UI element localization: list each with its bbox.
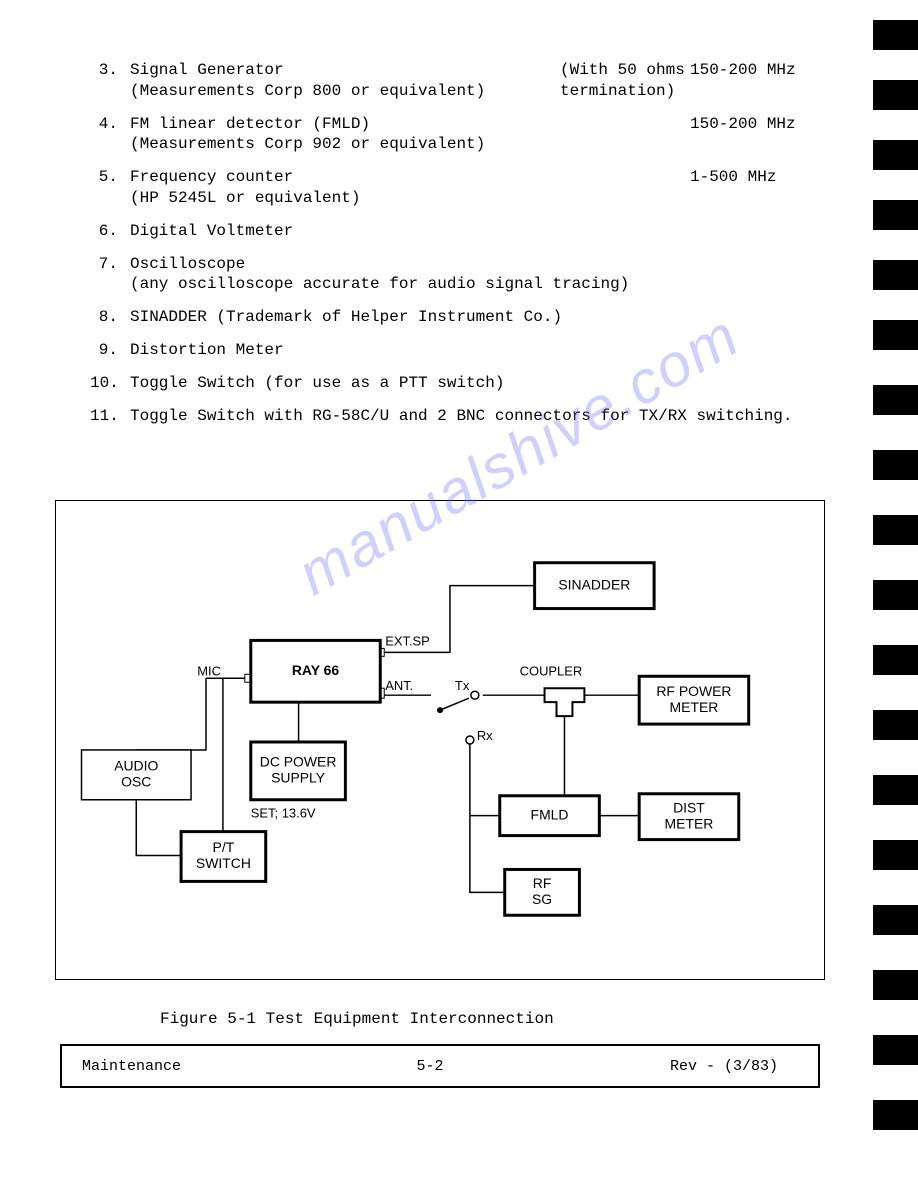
switch-pivot: [437, 707, 443, 713]
list-item: 5.Frequency counter(HP 5245L or equivale…: [90, 167, 810, 209]
list-item: 10.Toggle Switch (for use as a PTT switc…: [90, 373, 810, 394]
coupler-t: [545, 688, 585, 716]
node-label: RF: [533, 875, 552, 891]
binding-mark: [873, 840, 918, 870]
footer-left: Maintenance: [62, 1058, 314, 1075]
node-label: FMLD: [531, 806, 569, 822]
node-label: DIST: [673, 799, 705, 815]
list-text: SINADDER (Trademark of Helper Instrument…: [130, 307, 810, 328]
binding-mark: [873, 1100, 918, 1130]
node-label: DC POWER: [260, 754, 337, 770]
binding-mark: [873, 710, 918, 740]
binding-mark: [873, 20, 918, 50]
diagram-label: Rx: [477, 728, 493, 743]
binding-mark: [873, 80, 918, 110]
binding-edge: [868, 0, 918, 1188]
diagram-label: EXT.SP: [385, 633, 430, 648]
binding-mark: [873, 320, 918, 350]
binding-mark: [873, 385, 918, 415]
diagram-label: SET; 13.6V: [251, 806, 316, 821]
diagram-frame: SINADDERRAY 66AUDIOOSCDC POWERSUPPLYP/TS…: [55, 500, 825, 980]
list-number: 4.: [90, 114, 130, 156]
list-text: FM linear detector (FMLD)(Measurements C…: [130, 114, 560, 156]
binding-mark: [873, 140, 918, 170]
node-label: OSC: [121, 774, 151, 790]
node-label: RAY 66: [292, 662, 340, 678]
list-right: 150-200 MHz: [690, 114, 810, 156]
list-number: 3.: [90, 60, 130, 102]
binding-mark: [873, 580, 918, 610]
list-number: 10.: [90, 373, 130, 394]
list-item: 3.Signal Generator(Measurements Corp 800…: [90, 60, 810, 102]
binding-mark: [873, 200, 918, 230]
list-number: 6.: [90, 221, 130, 242]
node-label: METER: [670, 699, 719, 715]
list-number: 8.: [90, 307, 130, 328]
footer-box: Maintenance 5-2 Rev - (3/83): [60, 1044, 820, 1088]
diagram-label: MIC: [197, 663, 221, 678]
switch-terminal: [466, 736, 474, 744]
list-item: 11.Toggle Switch with RG-58C/U and 2 BNC…: [90, 406, 810, 427]
list-text: Signal Generator(Measurements Corp 800 o…: [130, 60, 560, 102]
list-text: Oscilloscope(any oscilloscope accurate f…: [130, 254, 810, 296]
footer-center: 5-2: [314, 1058, 546, 1075]
list-right: 1-500 MHz: [690, 167, 810, 209]
node-label: SUPPLY: [271, 770, 325, 786]
node-label: SINADDER: [558, 576, 630, 592]
node-label: P/T: [213, 839, 235, 855]
list-mid: (With 50 ohmstermination): [560, 60, 690, 102]
wire: [136, 800, 181, 856]
wire: [136, 678, 206, 750]
node-label: AUDIO: [114, 758, 158, 774]
binding-mark: [873, 645, 918, 675]
figure-caption: Figure 5-1 Test Equipment Interconnectio…: [160, 1010, 554, 1028]
node-label: SWITCH: [196, 855, 251, 871]
list-item: 7.Oscilloscope(any oscilloscope accurate…: [90, 254, 810, 296]
list-item: 6.Digital Voltmeter: [90, 221, 810, 242]
list-mid: [560, 114, 690, 156]
list-item: 4.FM linear detector (FMLD)(Measurements…: [90, 114, 810, 156]
list-text: Toggle Switch (for use as a PTT switch): [130, 373, 810, 394]
binding-mark: [873, 970, 918, 1000]
list-number: 5.: [90, 167, 130, 209]
list-item: 9.Distortion Meter: [90, 340, 810, 361]
diagram-label: ANT.: [385, 678, 413, 693]
list-number: 9.: [90, 340, 130, 361]
list-number: 7.: [90, 254, 130, 296]
binding-mark: [873, 515, 918, 545]
list-text: Toggle Switch with RG-58C/U and 2 BNC co…: [130, 406, 810, 427]
binding-mark: [873, 260, 918, 290]
list-number: 11.: [90, 406, 130, 427]
wire: [440, 698, 469, 710]
list-item: 8.SINADDER (Trademark of Helper Instrume…: [90, 307, 810, 328]
binding-mark: [873, 1035, 918, 1065]
node-label: METER: [665, 815, 714, 831]
switch-terminal: [471, 691, 479, 699]
footer-right: Rev - (3/83): [546, 1058, 818, 1075]
node-label: RF POWER: [656, 683, 731, 699]
diagram-label: COUPLER: [520, 663, 583, 678]
diagram-label: Tx: [455, 678, 470, 693]
binding-mark: [873, 775, 918, 805]
interconnection-diagram: SINADDERRAY 66AUDIOOSCDC POWERSUPPLYP/TS…: [56, 501, 824, 979]
list-right: 150-200 MHz: [690, 60, 810, 102]
binding-mark: [873, 450, 918, 480]
list-text: Digital Voltmeter: [130, 221, 810, 242]
node-label: SG: [532, 891, 552, 907]
list-mid: [560, 167, 690, 209]
list-text: Distortion Meter: [130, 340, 810, 361]
binding-mark: [873, 905, 918, 935]
equipment-list: 3.Signal Generator(Measurements Corp 800…: [90, 60, 810, 438]
list-text: Frequency counter(HP 5245L or equivalent…: [130, 167, 560, 209]
